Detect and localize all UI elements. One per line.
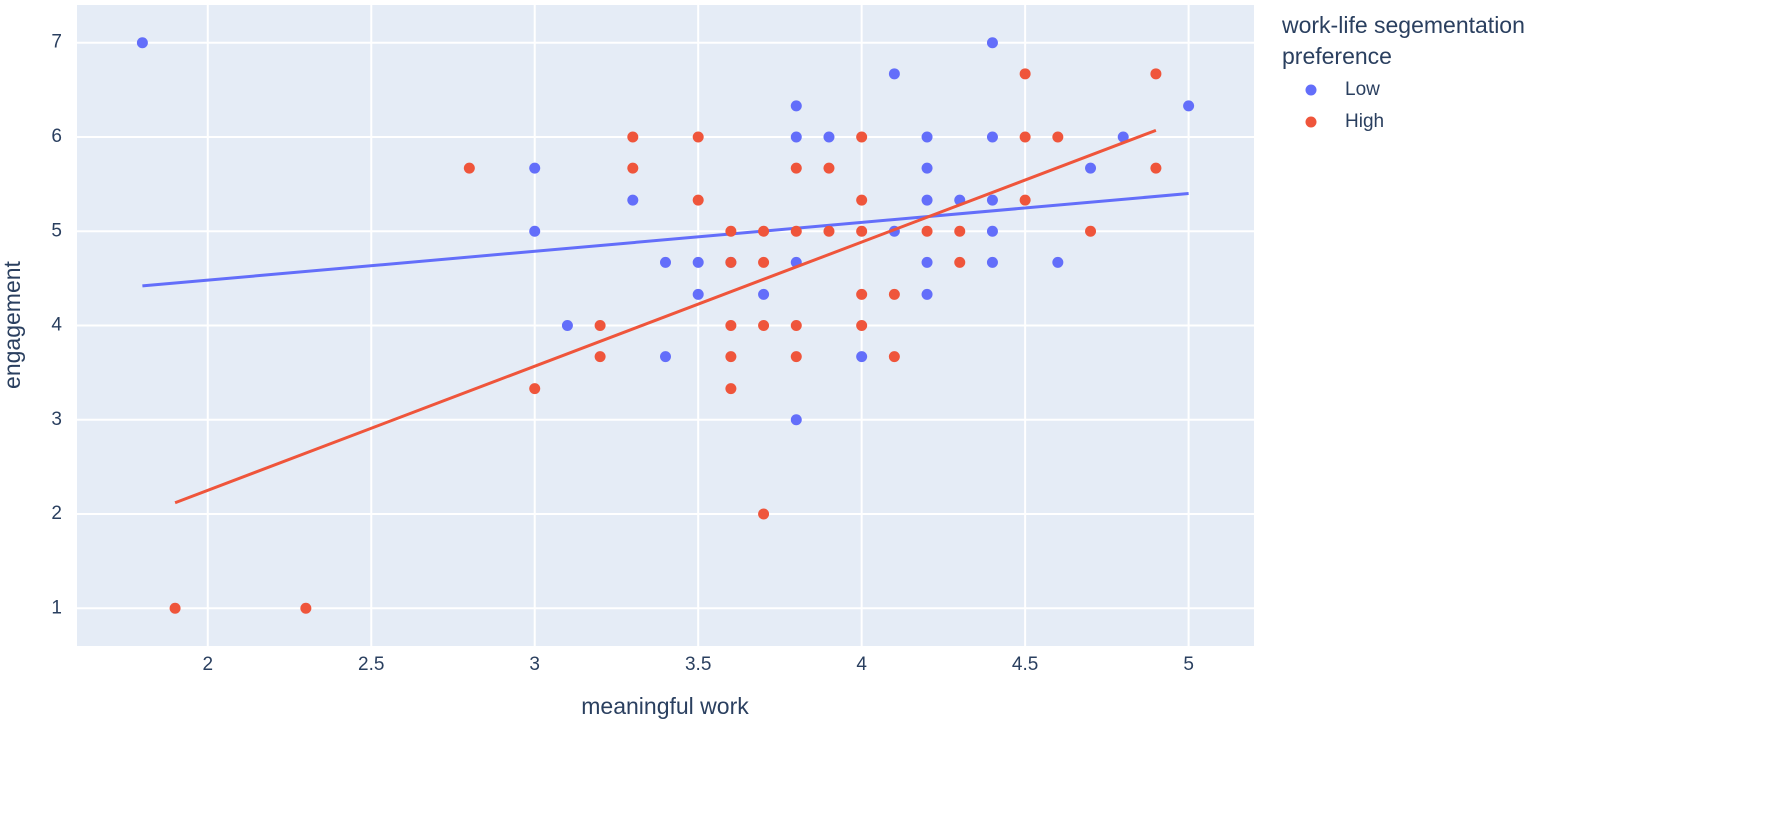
point [594, 351, 606, 363]
point [856, 225, 868, 237]
point [856, 288, 868, 300]
point [921, 225, 933, 237]
y-tick-label: 4 [51, 315, 62, 336]
point [823, 131, 835, 143]
point [856, 351, 868, 363]
point [627, 131, 639, 143]
x-tick-label: 3 [529, 654, 540, 675]
trend-line [142, 192, 1189, 288]
point [561, 320, 573, 331]
point [594, 320, 606, 331]
point [692, 131, 704, 143]
point [725, 383, 737, 395]
legend-label: Low [1345, 79, 1380, 100]
point [1019, 194, 1031, 206]
legend-label: High [1345, 111, 1384, 132]
point [823, 162, 835, 174]
y-tick-label: 3 [51, 409, 62, 430]
point [725, 351, 737, 363]
x-tick-label: 2 [202, 654, 213, 675]
point [790, 225, 802, 237]
point [725, 256, 737, 268]
point [790, 162, 802, 174]
point [921, 162, 933, 174]
point [986, 225, 998, 237]
y-tick-label: 1 [51, 597, 62, 618]
point [986, 194, 998, 206]
point [660, 256, 671, 268]
point [725, 225, 737, 237]
point [921, 288, 933, 300]
point [1019, 131, 1031, 143]
point [1019, 68, 1031, 80]
x-tick-label: 4.5 [1012, 654, 1038, 675]
point [529, 225, 541, 237]
legend-title: work-life segementation preference [1282, 12, 1525, 69]
point [463, 162, 475, 174]
y-tick-label: 7 [51, 32, 62, 53]
point [1085, 162, 1097, 174]
point [529, 383, 541, 395]
point [921, 256, 933, 268]
y-tick-label: 5 [51, 220, 62, 241]
trend-line [174, 128, 1157, 505]
point [954, 225, 966, 237]
point [790, 131, 802, 143]
y-tick-label: 6 [51, 126, 62, 147]
point [300, 602, 312, 614]
x-tick-label: 3.5 [685, 654, 711, 675]
point [790, 414, 802, 426]
point [758, 508, 770, 520]
point [856, 320, 868, 331]
point [169, 602, 181, 614]
point [627, 162, 639, 174]
legend-marker [1305, 116, 1317, 128]
y-tick-label: 2 [51, 503, 62, 524]
x-tick-label: 2.5 [358, 654, 384, 675]
point [856, 194, 868, 206]
legend-marker [1305, 84, 1317, 96]
point [790, 351, 802, 363]
point [921, 194, 933, 206]
point [758, 225, 770, 237]
point [660, 351, 671, 363]
point [888, 288, 900, 300]
point [1150, 68, 1162, 80]
x-tick-label: 4 [856, 654, 867, 675]
x-tick-label: 5 [1183, 654, 1194, 675]
point [529, 162, 541, 174]
point [856, 131, 868, 143]
point [692, 256, 704, 268]
point [790, 100, 802, 112]
point [1150, 162, 1162, 174]
point [954, 256, 966, 268]
point [627, 194, 639, 206]
point [1052, 131, 1064, 143]
point [1117, 131, 1129, 143]
point [888, 351, 900, 363]
point [758, 320, 770, 331]
point [758, 288, 770, 300]
point [888, 68, 900, 80]
point [136, 37, 148, 49]
point [986, 256, 998, 268]
x-axis-title: meaningful work [581, 693, 749, 719]
point [986, 131, 998, 143]
point [921, 131, 933, 143]
point [1183, 100, 1195, 112]
point [1085, 225, 1097, 237]
point [823, 225, 835, 237]
point [692, 194, 704, 206]
point [758, 256, 770, 268]
point [692, 288, 704, 300]
y-axis-title: engagement [0, 260, 25, 388]
point [1052, 256, 1064, 268]
point [725, 320, 737, 331]
point [790, 320, 802, 331]
point [986, 37, 998, 49]
